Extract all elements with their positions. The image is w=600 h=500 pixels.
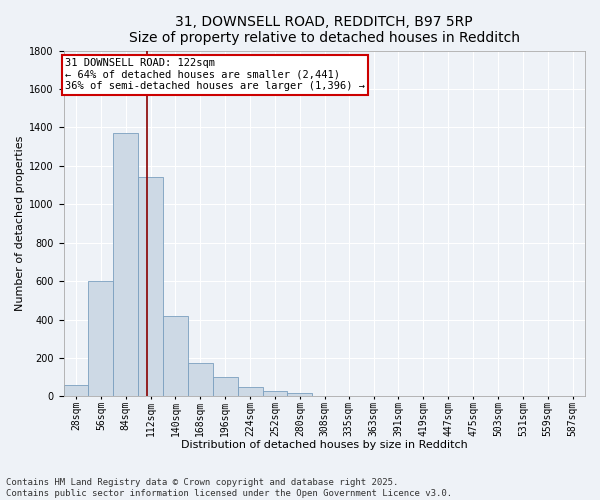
Text: 31 DOWNSELL ROAD: 122sqm
← 64% of detached houses are smaller (2,441)
36% of sem: 31 DOWNSELL ROAD: 122sqm ← 64% of detach… xyxy=(65,58,365,92)
Bar xyxy=(188,363,213,396)
Bar xyxy=(88,281,113,396)
Bar xyxy=(263,390,287,396)
Title: 31, DOWNSELL ROAD, REDDITCH, B97 5RP
Size of property relative to detached house: 31, DOWNSELL ROAD, REDDITCH, B97 5RP Siz… xyxy=(129,15,520,45)
Bar xyxy=(287,392,312,396)
Bar xyxy=(213,377,238,396)
Bar xyxy=(113,133,138,396)
X-axis label: Distribution of detached houses by size in Redditch: Distribution of detached houses by size … xyxy=(181,440,467,450)
Bar xyxy=(163,316,188,396)
Bar xyxy=(238,387,263,396)
Bar xyxy=(138,178,163,396)
Bar xyxy=(64,385,88,396)
Y-axis label: Number of detached properties: Number of detached properties xyxy=(15,136,25,311)
Text: Contains HM Land Registry data © Crown copyright and database right 2025.
Contai: Contains HM Land Registry data © Crown c… xyxy=(6,478,452,498)
